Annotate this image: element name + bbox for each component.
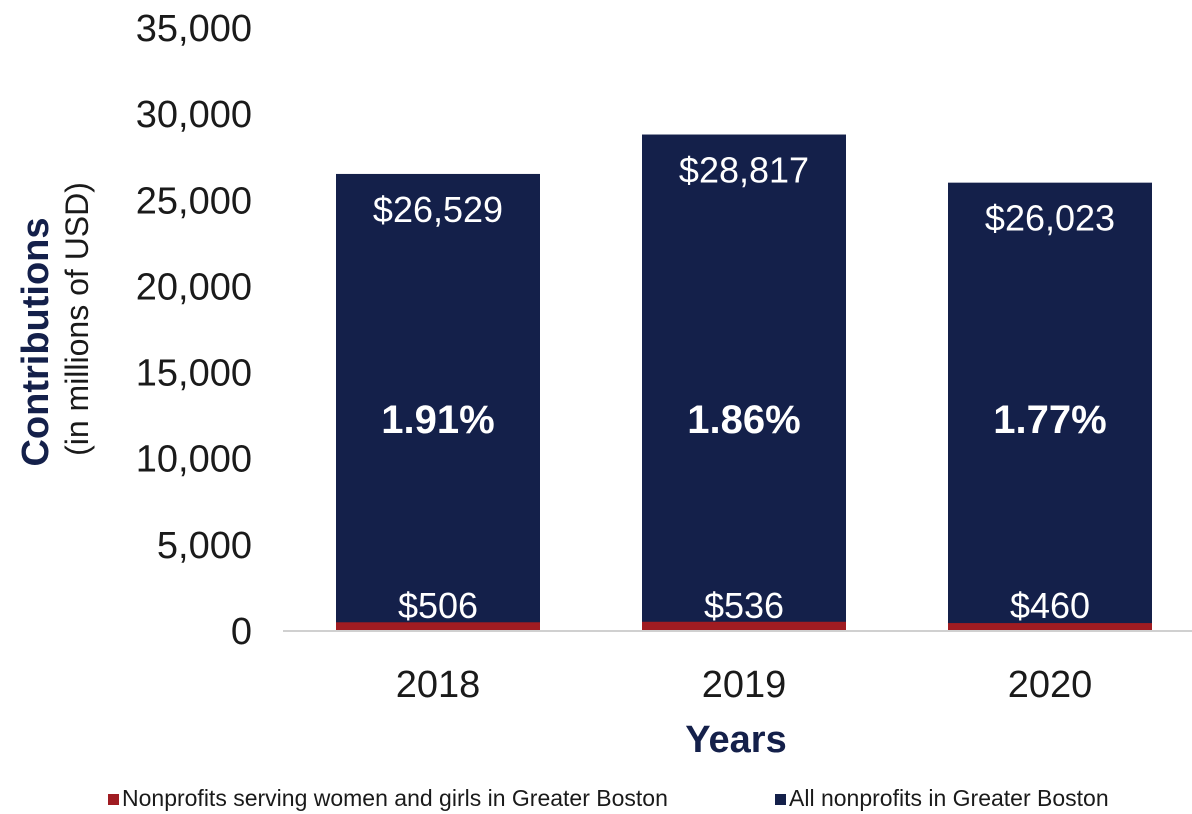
y-tick-label: 25,000: [136, 180, 252, 222]
bar-women-girls: [336, 622, 540, 631]
x-category-label: 2018: [396, 664, 481, 706]
y-tick-label: 20,000: [136, 266, 252, 308]
y-tick-label: 35,000: [136, 8, 252, 50]
legend: Nonprofits serving women and girls in Gr…: [108, 785, 1109, 811]
x-axis-ticks: 2018 2019 2020: [396, 664, 1093, 706]
value-label-all-nonprofits: $28,817: [679, 150, 809, 191]
bar-all-nonprofits: [948, 182, 1152, 631]
y-axis-title-group: Contributions (in millions of USD): [15, 182, 95, 466]
y-axis-title: Contributions: [15, 217, 57, 466]
bars: $26,529 1.91% $506 $28,817 1.86% $536 $26,023 1…: [336, 134, 1152, 631]
share-percent-label: 1.77%: [993, 398, 1106, 442]
value-label-all-nonprofits: $26,529: [373, 189, 503, 230]
legend-label: All nonprofits in Greater Boston: [789, 785, 1109, 811]
y-tick-label: 30,000: [136, 94, 252, 136]
legend-swatch: [108, 794, 119, 805]
y-axis-ticks: 0 5,000 10,000 15,000 20,000 25,000 30,000 35,0…: [136, 8, 252, 653]
bar-all-nonprofits: [336, 173, 540, 631]
x-category-label: 2020: [1008, 664, 1093, 706]
bar-all-nonprofits: [642, 134, 846, 631]
value-label-all-nonprofits: $26,023: [985, 198, 1115, 239]
bar-women-girls: [642, 621, 846, 631]
legend-label: Nonprofits serving women and girls in Gr…: [122, 785, 668, 811]
value-label-women-girls: $506: [398, 585, 478, 626]
y-axis-subtitle: (in millions of USD): [59, 182, 95, 456]
share-percent-label: 1.86%: [687, 398, 800, 442]
value-label-women-girls: $536: [704, 585, 784, 626]
y-tick-label: 10,000: [136, 439, 252, 481]
y-tick-label: 15,000: [136, 353, 252, 395]
y-tick-label: 0: [231, 611, 252, 653]
legend-swatch: [775, 794, 786, 805]
x-axis-title: Years: [685, 719, 786, 761]
x-category-label: 2019: [702, 664, 787, 706]
bar-women-girls: [948, 623, 1152, 631]
share-percent-label: 1.91%: [381, 398, 494, 442]
value-label-women-girls: $460: [1010, 585, 1090, 626]
y-tick-label: 5,000: [157, 525, 252, 567]
